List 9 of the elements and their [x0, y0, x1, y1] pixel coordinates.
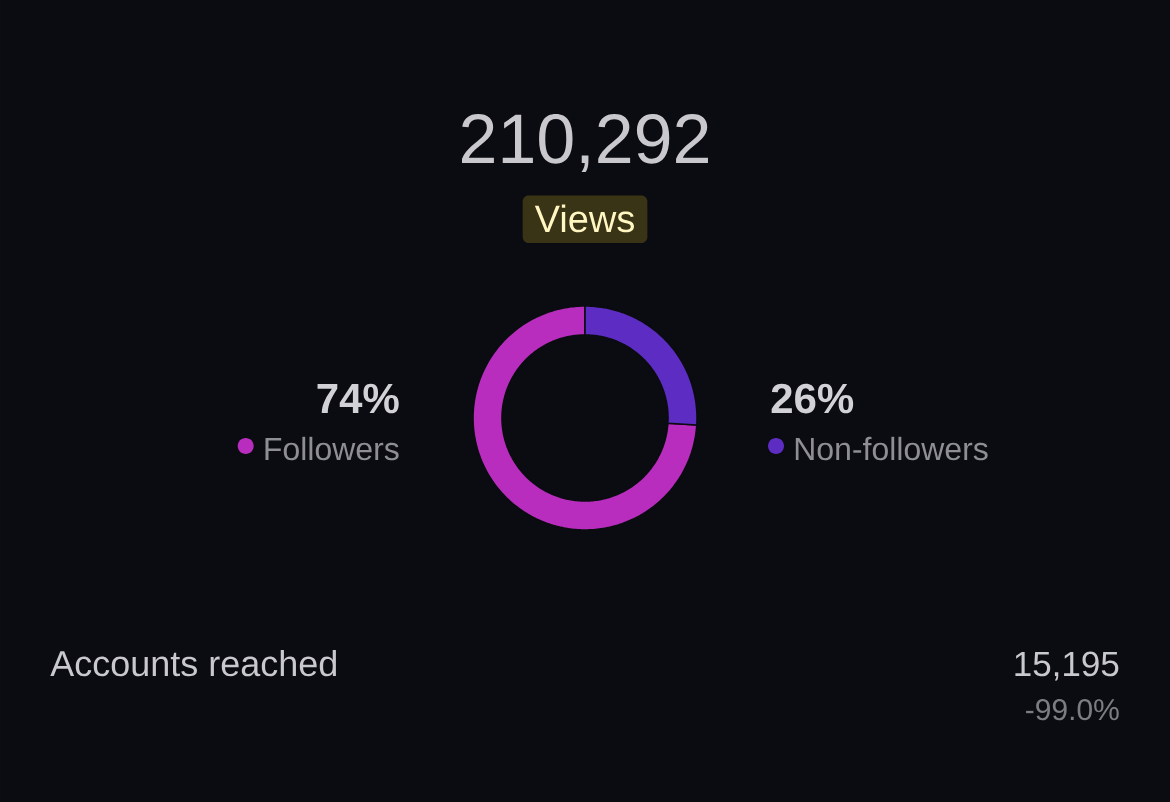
data-label: 26% — [771, 383, 854, 414]
legend-label: Followers — [265, 436, 399, 461]
data-label: 74% — [317, 383, 399, 414]
text: 15,195 — [1015, 651, 1119, 681]
chart-title: 210,292 — [462, 114, 708, 172]
text: -99.0% — [1026, 699, 1119, 721]
chart-subtitle: Views — [534, 204, 634, 233]
text: Accounts reached — [50, 649, 336, 677]
legend-label: Non-followers — [795, 436, 988, 461]
